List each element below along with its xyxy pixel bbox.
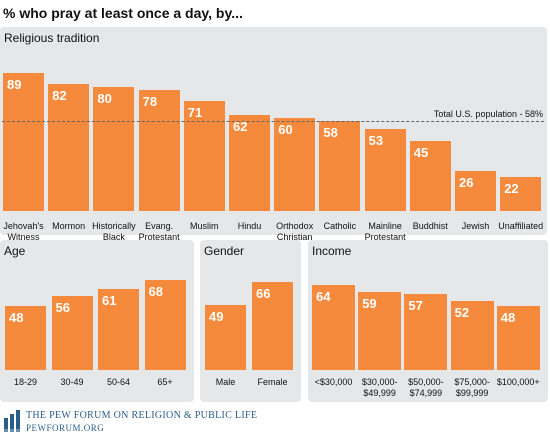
data-label: 62 [233,118,248,134]
data-label: 89 [7,77,22,93]
category-label: Mormon [52,221,86,231]
category-label: $75,000- $99,999 [454,377,490,398]
bar [252,282,293,370]
reference-line [2,121,544,123]
category-label: Evang. Protestant [138,221,180,242]
category-label: 18-29 [13,377,38,387]
bar [5,306,46,370]
bar [358,291,402,370]
data-label: 82 [52,87,67,103]
data-label: 56 [55,299,70,315]
category-label: 50-64 [106,377,131,387]
reference-label: Total U.S. population - 58% [433,109,543,120]
bar [51,295,93,370]
category-label: $50,000- $74,999 [408,377,444,398]
category-label: Female [257,377,288,387]
bar [3,73,44,211]
data-label: 45 [413,145,429,161]
data-label: 59 [362,295,377,311]
data-label: 61 [102,292,117,308]
religious-tradition-panel: Religious tradition 89 Jehovah's Witness 82… [0,27,547,253]
bar [500,176,542,211]
category-label: Male [215,377,236,387]
category-label: Unaffiliated [498,221,544,231]
bar [274,118,316,211]
bar [93,87,135,211]
category-label: Orthodox Christian [276,221,314,242]
data-label: 57 [408,298,423,314]
bar [409,141,451,211]
bar [183,100,225,211]
data-label: 66 [256,286,271,302]
chart-title: % who pray at least once a day, by... [3,5,243,21]
bar [229,114,270,211]
bar [319,121,361,211]
bar [48,83,90,211]
category-label: Catholic [323,221,357,231]
pew-logo-icon [4,410,22,432]
data-label: 49 [209,308,224,324]
panel-title: Religious tradition [4,31,100,45]
category-label: 30-49 [60,377,84,387]
category-label: Hindu [237,221,262,231]
site-url: pewforum.org [26,423,105,433]
bar [404,294,448,370]
category-label: $30,000- $49,999 [361,377,398,398]
data-label: 80 [97,91,112,106]
data-label: 48 [500,310,516,326]
gender-panel: Gender 49 Male 66 Female [200,240,301,402]
bar [496,306,540,370]
category-label: $100,000+ [496,377,540,387]
bar [364,128,406,211]
data-label: 48 [9,310,24,326]
data-label: 60 [278,122,293,137]
bar [450,300,494,370]
panel-title: Income [312,244,352,258]
bar [455,170,496,211]
data-label: 52 [454,304,470,320]
category-label: 65+ [157,377,173,387]
bar [144,279,186,370]
category-label: Muslim [190,221,219,231]
category-label: Mainline Protestant [364,221,406,242]
category-label: Jewish [461,221,490,231]
age-panel: Age 48 18-29 56 30-49 61 50-64 68 65+ [0,240,194,402]
data-label: 58 [323,125,338,141]
data-label: 64 [316,288,331,304]
bar [138,90,180,211]
panel-title: Age [4,244,26,258]
data-label: 26 [459,174,474,190]
bar [312,284,355,370]
panel-title: Gender [204,244,245,258]
org-name: The Pew Forum on Religion & Public Life [26,410,258,421]
data-label: 53 [368,132,384,148]
category-label: Buddhist [412,221,448,231]
bar [98,288,139,370]
data-label: 71 [187,104,203,120]
income-panel: Income 64 <$30,000 59 $30,000- $49,999 57 $50,… [308,240,548,402]
data-label: 68 [148,283,163,299]
category-label: Jehovah's Witness [3,221,44,242]
data-label: 22 [504,180,519,196]
bar [205,304,246,370]
category-label: <$30,000 [314,377,353,387]
data-label: 78 [142,94,158,110]
